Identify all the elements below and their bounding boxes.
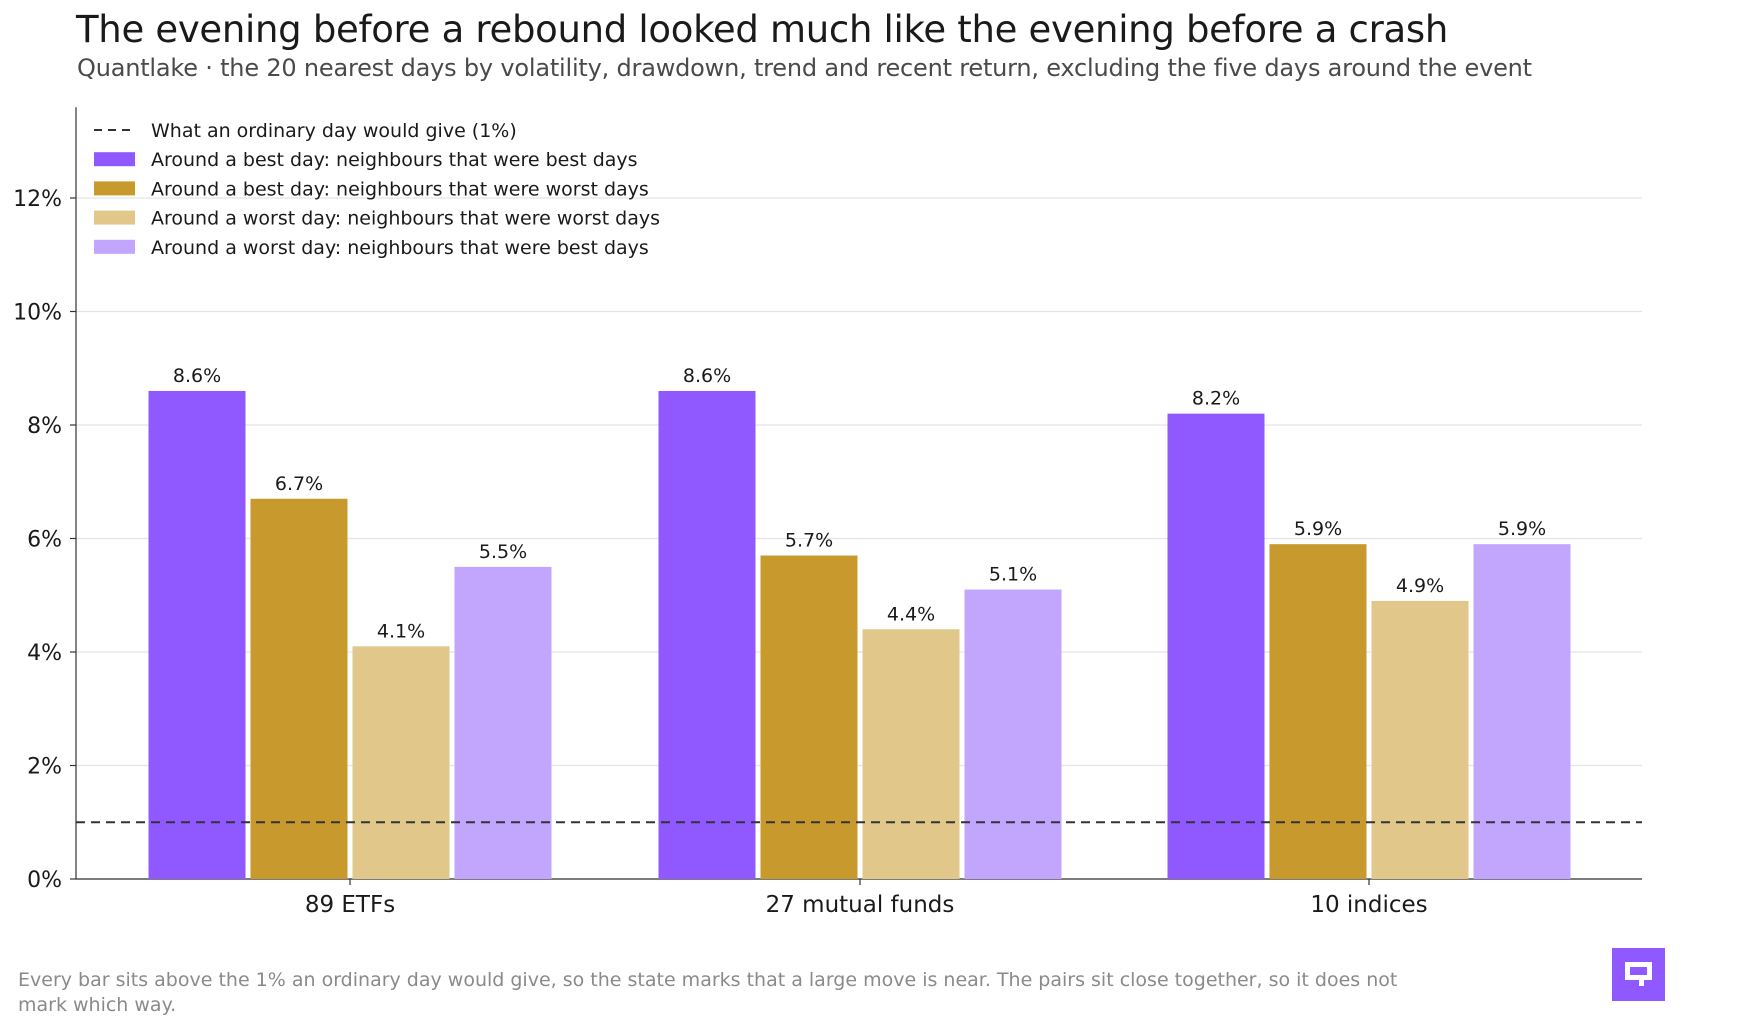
data-label: 4.1% bbox=[377, 620, 425, 642]
data-label: 8.2% bbox=[1192, 388, 1240, 410]
x-tick-label: 27 mutual funds bbox=[766, 892, 955, 918]
chart-subtitle: Quantlake · the 20 nearest days by volat… bbox=[77, 54, 1532, 82]
y-tick-label: 0% bbox=[27, 868, 62, 893]
y-tick-label: 4% bbox=[27, 641, 62, 666]
data-label: 8.6% bbox=[173, 365, 221, 387]
legend-entry: Around a worst day: neighbours that were… bbox=[151, 208, 660, 230]
x-tick-label: 10 indices bbox=[1310, 892, 1427, 918]
bar bbox=[1371, 600, 1469, 879]
chart-title: The evening before a rebound looked much… bbox=[76, 8, 1449, 51]
y-tick-label: 8% bbox=[27, 414, 62, 439]
legend-entry: Around a best day: neighbours that were … bbox=[151, 149, 638, 171]
legend-swatch bbox=[94, 210, 135, 225]
data-label: 8.6% bbox=[683, 365, 731, 387]
x-tick-label: 89 ETFs bbox=[305, 892, 395, 918]
bar-chart: 0% 2% 4% 6% 8% 10% 12% 8.6% 8.6% 8.2% 6.7% 5.7% 5.9%… bbox=[13, 107, 1642, 918]
bar bbox=[1473, 544, 1571, 879]
bar bbox=[148, 390, 246, 879]
bar bbox=[1167, 413, 1265, 879]
bar bbox=[454, 566, 552, 879]
bar bbox=[1269, 544, 1367, 879]
data-label: 4.9% bbox=[1396, 575, 1444, 597]
data-label: 4.4% bbox=[887, 603, 935, 625]
quantlake-logo-icon bbox=[1612, 948, 1665, 1001]
y-tick-label: 12% bbox=[13, 187, 62, 212]
bar bbox=[760, 555, 858, 879]
legend-entry: Around a worst day: neighbours that were… bbox=[151, 237, 649, 259]
bar bbox=[250, 498, 348, 879]
data-label: 5.1% bbox=[989, 564, 1037, 586]
legend-swatch bbox=[94, 239, 135, 254]
y-tick-label: 6% bbox=[27, 528, 62, 553]
data-label: 5.9% bbox=[1294, 518, 1342, 540]
data-label: 6.7% bbox=[275, 473, 323, 495]
y-tick-label: 10% bbox=[13, 301, 62, 326]
bar bbox=[862, 629, 960, 879]
y-tick-label: 2% bbox=[27, 755, 62, 780]
footnote: Every bar sits above the 1% an ordinary … bbox=[18, 969, 1398, 1016]
bar bbox=[964, 589, 1062, 879]
legend-swatch bbox=[94, 181, 135, 196]
bar bbox=[658, 390, 756, 879]
data-label: 5.9% bbox=[1498, 518, 1546, 540]
legend-entry: What an ordinary day would give (1%) bbox=[151, 120, 517, 142]
legend-entry: Around a best day: neighbours that were … bbox=[151, 178, 649, 200]
legend-swatch bbox=[94, 152, 135, 167]
data-label: 5.7% bbox=[785, 530, 833, 552]
data-label: 5.5% bbox=[479, 541, 527, 563]
bar bbox=[352, 646, 450, 879]
